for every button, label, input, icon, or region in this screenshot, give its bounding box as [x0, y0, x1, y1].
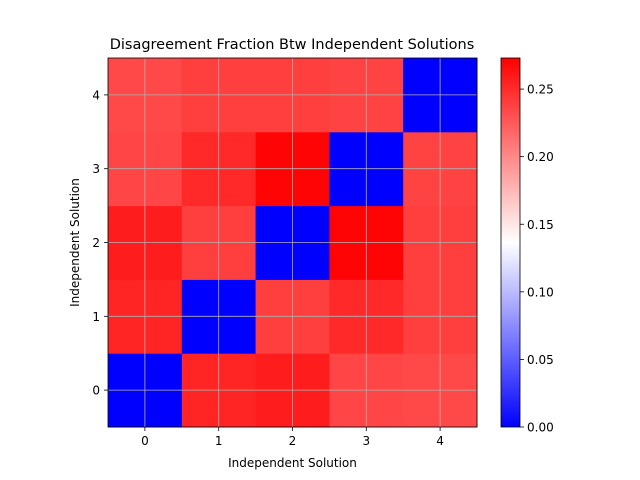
x-tick-label-3: 3: [362, 434, 370, 448]
y-tick-label-0: 0: [92, 384, 100, 398]
colorbar-ticks: 0.00 0.05 0.10 0.15 0.20 0.25: [520, 83, 554, 435]
x-tick-label-1: 1: [215, 434, 223, 448]
x-axis-ticks: 0 1 2 3 4: [141, 427, 444, 448]
colorbar-tick-label-2: 0.10: [527, 285, 554, 299]
colorbar-tick-label-3: 0.15: [527, 218, 554, 232]
y-tick-label-1: 1: [92, 310, 100, 324]
y-tick-label-3: 3: [92, 162, 100, 176]
colorbar-tick-label-0: 0.00: [527, 421, 554, 435]
y-axis-ticks: 0 1 2 3 4: [92, 88, 108, 398]
y-tick-label-2: 2: [92, 236, 100, 250]
y-tick-label-4: 4: [92, 88, 100, 102]
x-tick-label-2: 2: [289, 434, 297, 448]
x-tick-label-4: 4: [436, 434, 444, 448]
chart-title: Disagreement Fraction Btw Independent So…: [110, 37, 475, 53]
x-axis-label: Independent Solution: [228, 456, 357, 470]
x-tick-label-0: 0: [141, 434, 149, 448]
colorbar-tick-label-4: 0.20: [527, 150, 554, 164]
colorbar: [500, 57, 521, 428]
colorbar-tick-label-1: 0.05: [527, 353, 554, 367]
grid-lines: [108, 58, 477, 427]
y-axis-label: Independent Solution: [68, 178, 82, 307]
colorbar-tick-label-5: 0.25: [527, 83, 554, 97]
